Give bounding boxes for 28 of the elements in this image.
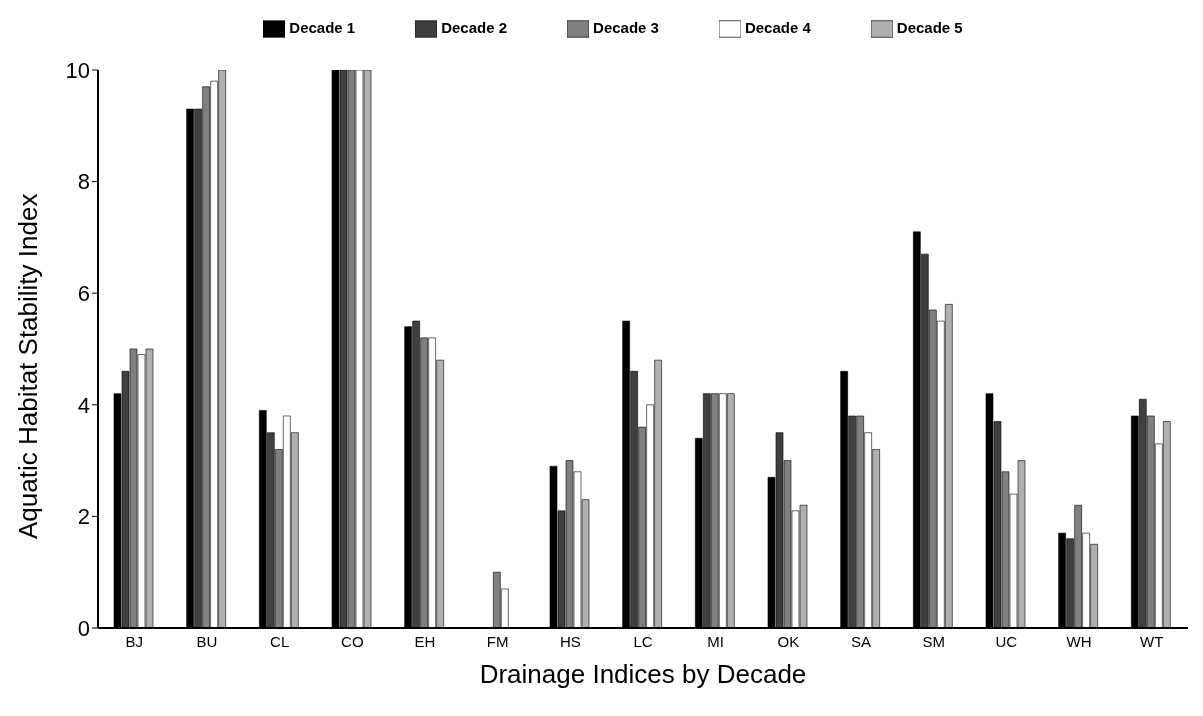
y-tick-label: 8 bbox=[77, 169, 90, 195]
y-tick-label: 2 bbox=[77, 504, 90, 530]
legend-label: Decade 3 bbox=[593, 18, 659, 36]
y-tick-label: 6 bbox=[77, 281, 90, 307]
x-tick-label: LC bbox=[633, 632, 653, 650]
x-tick-label: BJ bbox=[125, 632, 144, 650]
x-tick-label: SA bbox=[850, 632, 872, 650]
y-tick-label: 4 bbox=[77, 392, 90, 418]
x-tick-label: EH bbox=[414, 632, 436, 650]
y-axis-title: Aquatic Habitat Stability Index bbox=[13, 193, 44, 539]
y-tick-label: 0 bbox=[77, 615, 90, 641]
legend-label: Decade 2 bbox=[441, 18, 508, 36]
x-tick-label: HS bbox=[559, 632, 581, 650]
x-tick-label: CO bbox=[341, 632, 364, 650]
x-tick-label: SM bbox=[922, 632, 945, 650]
x-tick-label: WH bbox=[1066, 632, 1092, 650]
x-axis-title: Drainage Indices by Decade bbox=[479, 659, 807, 689]
legend-label: Decade 1 bbox=[289, 18, 356, 36]
x-tick-label: BU bbox=[196, 632, 218, 650]
legend-label: Decade 4 bbox=[744, 18, 811, 36]
x-tick-label: UC bbox=[995, 632, 1018, 650]
x-tick-label: FM bbox=[486, 632, 509, 650]
x-tick-label: CL bbox=[270, 632, 290, 650]
y-tick-label: 10 bbox=[65, 57, 90, 83]
x-tick-label: OK bbox=[777, 632, 800, 650]
x-tick-label: MI bbox=[707, 632, 724, 650]
x-tick-label: WT bbox=[1140, 632, 1164, 650]
legend-label: Decade 5 bbox=[896, 18, 963, 36]
